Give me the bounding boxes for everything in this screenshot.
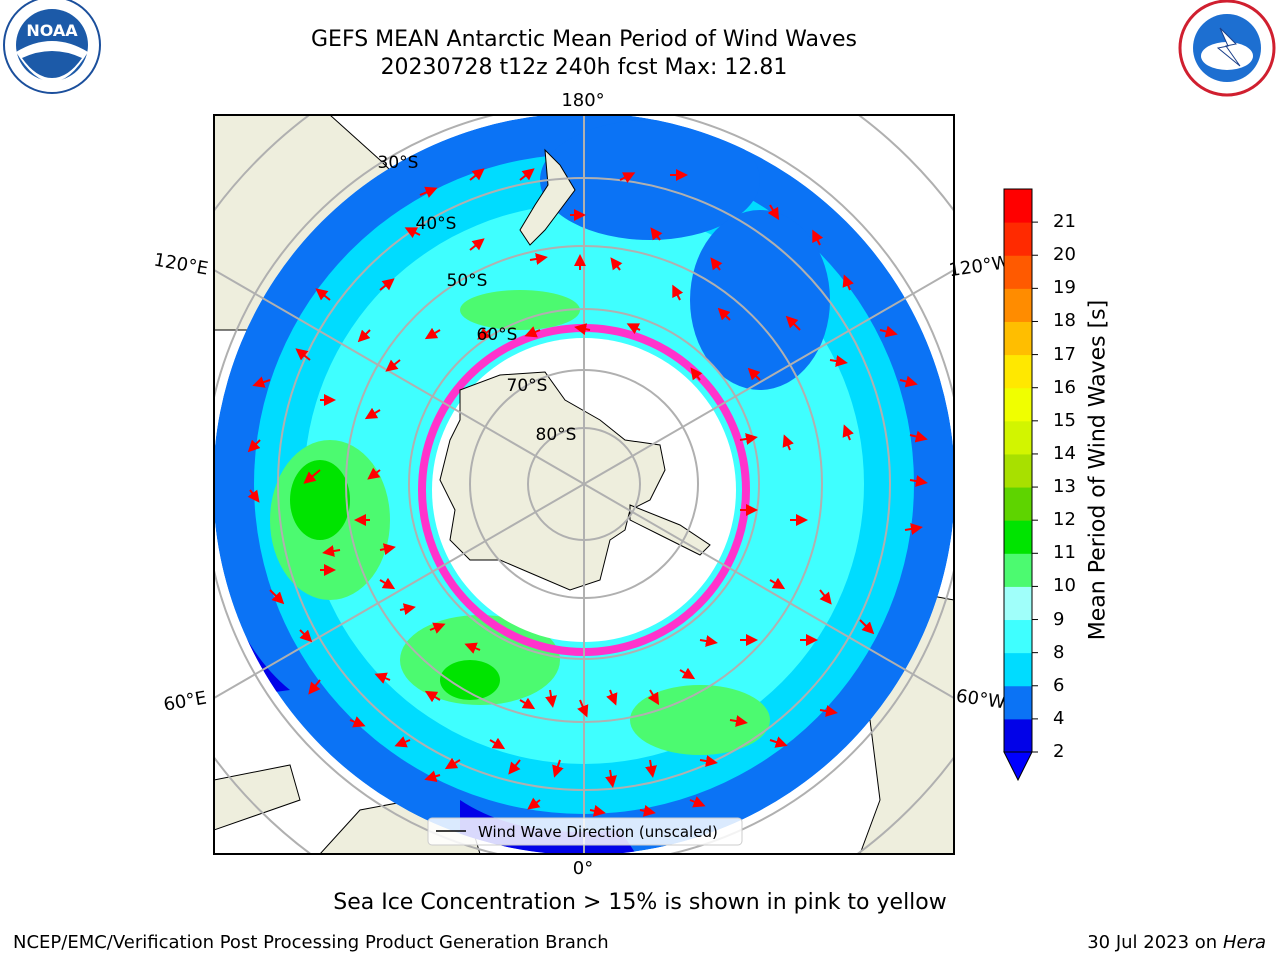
colorbar-title: Mean Period of Wind Waves [s] (1085, 299, 1111, 641)
lat-label-50s: 50°S (447, 271, 488, 291)
colorbar-tick-label: 19 (1053, 277, 1076, 299)
colorbar-tick-label: 11 (1053, 542, 1076, 564)
footer-credit: NCEP/EMC/Verification Post Processing Pr… (13, 932, 609, 953)
graticule (214, 115, 954, 854)
noaa-logo: NOAA (3, 0, 101, 94)
svg-text:NOAA: NOAA (26, 21, 78, 40)
lat-label-30s: 30°S (378, 153, 419, 173)
lon-label-left-upper: 120°E (152, 249, 210, 279)
colorbar-tick-label: 8 (1053, 641, 1065, 663)
colorbar-tick-label: 13 (1053, 476, 1076, 498)
colorbar-swatch (1004, 520, 1032, 554)
colorbar-swatch (1004, 321, 1032, 356)
colorbar-swatch (1004, 685, 1032, 720)
colorbar-swatch (1004, 619, 1032, 654)
colorbar-swatch (1004, 288, 1032, 322)
colorbar-tick-label: 20 (1053, 244, 1076, 266)
colorbar-swatch (1004, 586, 1032, 621)
colorbar-swatch (1004, 718, 1032, 753)
lon-label-bottom: 0° (573, 858, 593, 879)
colorbar-swatch (1004, 652, 1032, 687)
lat-label-80s: 80°S (536, 425, 577, 445)
lat-label-60s: 60°S (477, 325, 518, 345)
colorbar-tick-label: 2 (1053, 741, 1065, 762)
colorbar-tick-label: 14 (1053, 442, 1076, 464)
map-frame (213, 114, 955, 855)
national-weather-service-logo (1178, 0, 1276, 97)
colorbar-swatch (1004, 222, 1032, 256)
colorbar-tick-label: 6 (1053, 674, 1065, 696)
colorbar-swatch (1004, 189, 1032, 223)
colorbar-tick-label: 15 (1053, 409, 1076, 431)
lon-label-left-lower: 60°E (162, 687, 208, 715)
colorbar-tick-label: 18 (1053, 310, 1076, 332)
colorbar-tick-label: 21 (1053, 211, 1076, 233)
colorbar-tick-label: 9 (1053, 608, 1065, 630)
colorbar-extend-triangle (1003, 751, 1033, 782)
chart-subtitle: 20230728 t12z 240h fcst Max: 12.81 (380, 55, 788, 80)
chart-title: GEFS MEAN Antarctic Mean Period of Wind … (311, 27, 857, 52)
lon-label-right-upper: 120°W (947, 252, 1011, 281)
colorbar-swatch (1004, 255, 1032, 289)
legend-label: Wind Wave Direction (unscaled) (478, 823, 718, 841)
colorbar-tick-label: 16 (1053, 376, 1076, 398)
colorbar-swatch (1004, 553, 1032, 587)
lat-label-70s: 70°S (507, 376, 548, 396)
map-legend: Wind Wave Direction (unscaled) (427, 817, 743, 846)
caption: Sea Ice Concentration > 15% is shown in … (333, 890, 947, 915)
colorbar-tick-label: 12 (1053, 509, 1076, 531)
footer-date: 30 Jul 2023 on Hera (1087, 932, 1266, 953)
lon-label-top: 180° (561, 90, 604, 111)
colorbar-swatch (1004, 387, 1032, 422)
lon-label-right-lower: 60°W (955, 686, 1007, 714)
colorbar-tick-label: 17 (1053, 343, 1076, 365)
lat-label-40s: 40°S (416, 214, 457, 234)
colorbar-swatch (1004, 487, 1032, 521)
colorbar-swatch (1004, 453, 1032, 488)
colorbar (1003, 188, 1038, 782)
colorbar-swatch (1004, 420, 1032, 455)
colorbar-tick-label: 10 (1053, 575, 1076, 597)
colorbar-swatch (1004, 354, 1032, 389)
wind-wave-direction-arrows (247, 168, 928, 817)
colorbar-tick-label: 4 (1053, 707, 1065, 729)
map-area (214, 115, 954, 854)
